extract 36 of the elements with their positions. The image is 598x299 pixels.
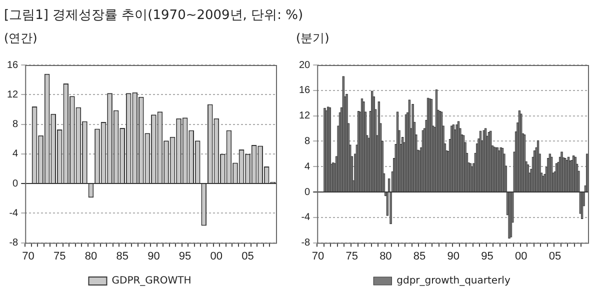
x-tick-label: 95 (178, 250, 192, 262)
x-tick-label: 90 (447, 250, 460, 262)
x-tick-label: 00 (210, 250, 223, 262)
x-tick-label: 80 (84, 250, 98, 262)
y-tick-label: 8 (12, 119, 19, 130)
legend-label: GDPR_GROWTH (112, 276, 192, 287)
x-tick-label: 05 (242, 250, 254, 262)
y-tick-label: -4 (301, 212, 311, 224)
x-tick-label: 80 (380, 250, 392, 262)
x-tick-label: 75 (53, 250, 66, 262)
chart-subtitle: (연간) (4, 30, 38, 47)
legend-label: gdpr_growth_quarterly (396, 276, 510, 287)
y-tick-label: 0 (12, 178, 19, 190)
y-tick-label: 8 (304, 136, 311, 147)
x-tick-label: 85 (413, 250, 426, 262)
y-tick-label: 12 (7, 89, 19, 100)
y-tick-label: 16 (299, 85, 311, 96)
chart-title: [그림1] 경제성장률 추이(1970~2009년, 단위: %) (4, 7, 304, 24)
y-tick-label: -4 (9, 208, 19, 219)
x-tick-label: 90 (148, 250, 160, 262)
y-tick-label: 12 (299, 110, 311, 122)
x-tick-label: 75 (346, 250, 358, 262)
x-tick-label: 05 (548, 250, 562, 262)
x-tick-label: 85 (116, 250, 128, 262)
chart-subtitle: (분기) (296, 30, 330, 47)
y-tick-label: 20 (299, 60, 311, 71)
x-tick-label: 00 (515, 250, 528, 262)
x-tick-label: 70 (312, 250, 324, 262)
x-tick-label: 70 (22, 250, 34, 262)
y-tick-label: 4 (304, 161, 311, 172)
y-tick-label: -8 (9, 238, 19, 249)
y-tick-label: 4 (12, 148, 19, 160)
y-tick-label: -8 (301, 238, 311, 249)
x-tick-label: 95 (481, 250, 494, 262)
y-tick-label: 16 (7, 60, 19, 71)
y-tick-label: 0 (304, 186, 311, 198)
